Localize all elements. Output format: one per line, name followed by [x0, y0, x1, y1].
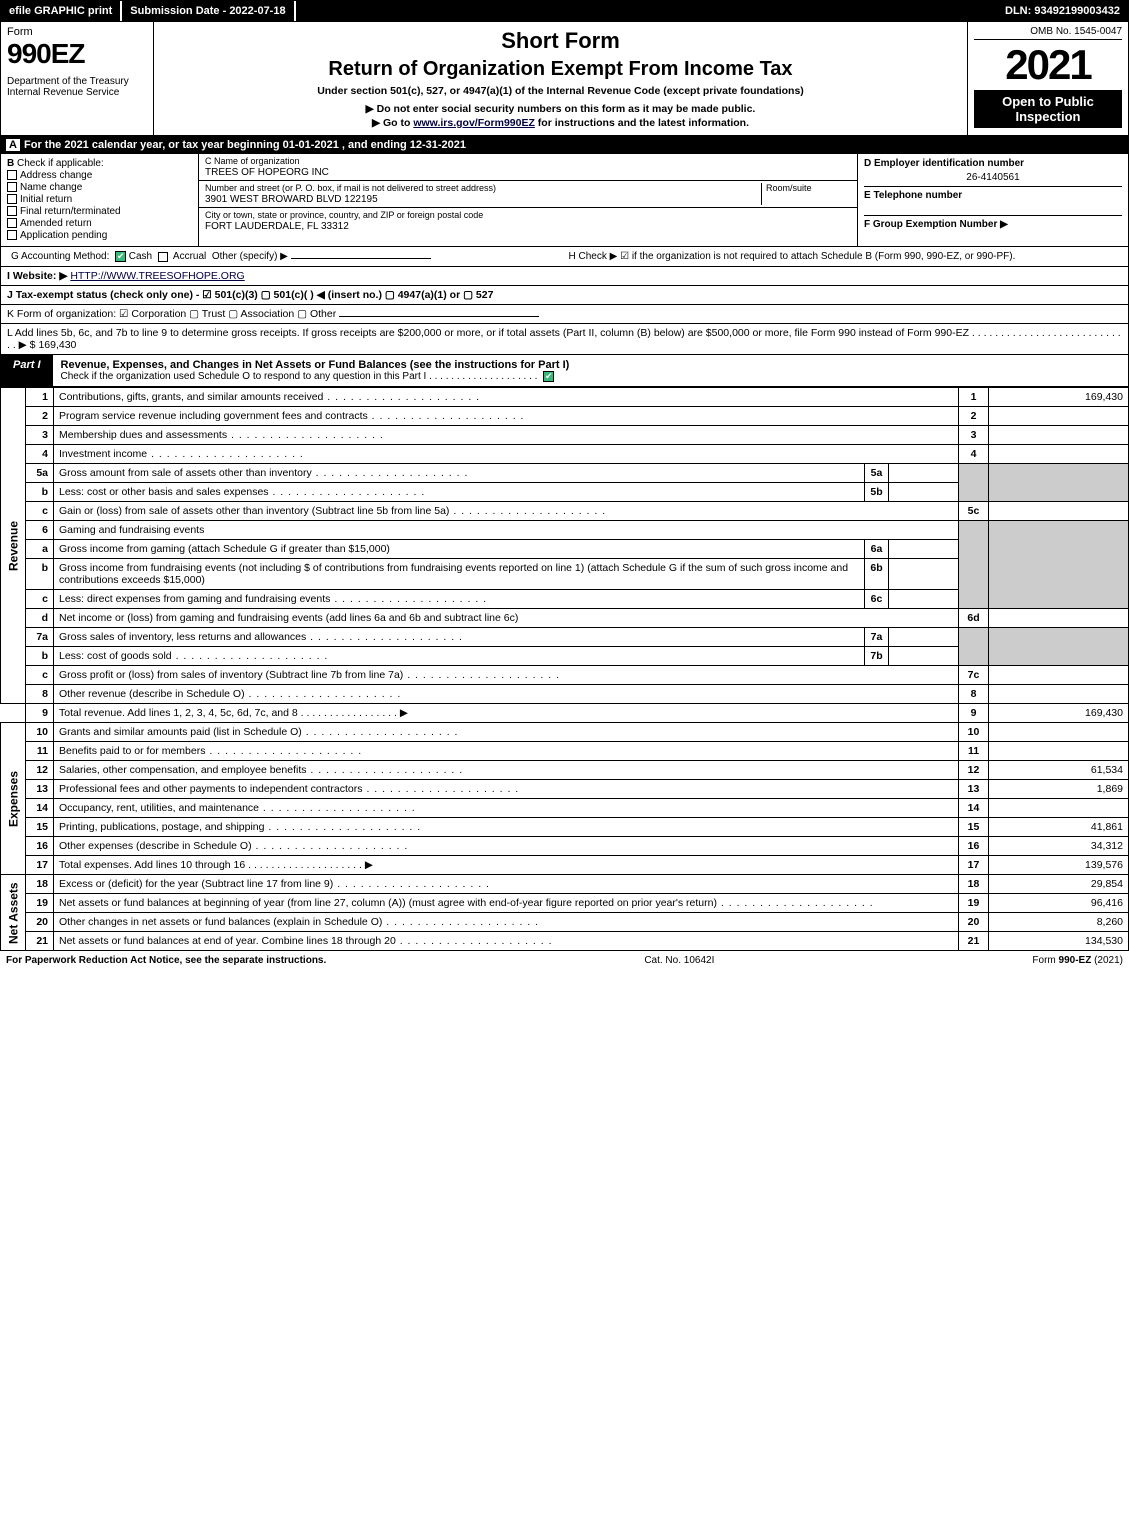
- chk-initial-return[interactable]: Initial return: [7, 194, 192, 205]
- checkbox-checked-icon[interactable]: [543, 371, 554, 382]
- line-15-amount: 41,861: [989, 818, 1129, 837]
- org-name-label: C Name of organization: [205, 156, 300, 166]
- checkbox-checked-icon[interactable]: [115, 251, 126, 262]
- j-text: J Tax-exempt status (check only one) - ☑…: [7, 289, 493, 301]
- city-block: City or town, state or province, country…: [199, 208, 857, 234]
- checkbox-icon: [7, 230, 17, 240]
- right-header-block: OMB No. 1545-0047 2021 Open to Public In…: [968, 22, 1128, 135]
- ein-label: D Employer identification number: [864, 158, 1122, 169]
- form-id-block: Form 990EZ Department of the Treasury In…: [1, 22, 154, 135]
- checkbox-icon: [7, 182, 17, 192]
- top-bar: efile GRAPHIC print Submission Date - 20…: [0, 0, 1129, 22]
- part-i-header: Part I Revenue, Expenses, and Changes in…: [0, 355, 1129, 387]
- instruction-line-2: ▶ Go to www.irs.gov/Form990EZ for instru…: [160, 117, 961, 129]
- main-title: Return of Organization Exempt From Incom…: [160, 58, 961, 81]
- department-label: Department of the Treasury Internal Reve…: [7, 76, 147, 98]
- section-d-e-f: D Employer identification number 26-4140…: [858, 154, 1128, 246]
- form-header: Form 990EZ Department of the Treasury In…: [0, 22, 1129, 136]
- chk-amended-return[interactable]: Amended return: [7, 218, 192, 229]
- part-i-tab: Part I: [1, 355, 53, 386]
- form-number: 990EZ: [7, 38, 147, 70]
- line-21-amount: 134,530: [989, 932, 1129, 951]
- tax-year: 2021: [974, 44, 1122, 86]
- section-k: K Form of organization: ☑ Corporation ▢ …: [0, 305, 1129, 324]
- grey-cell: [959, 464, 989, 502]
- side-revenue: Revenue: [1, 388, 26, 704]
- line-17-total-expenses: 139,576: [989, 856, 1129, 875]
- l-amount: 169,430: [38, 339, 76, 351]
- checkbox-icon: [7, 170, 17, 180]
- footer-right: Form 990-EZ (2021): [1032, 955, 1123, 966]
- org-name-block: C Name of organization TREES OF HOPEORG …: [199, 154, 857, 181]
- l-text: L Add lines 5b, 6c, and 7b to line 9 to …: [7, 327, 1121, 351]
- row-a-letter: A: [6, 139, 20, 151]
- irs-link[interactable]: www.irs.gov/Form990EZ: [413, 117, 535, 129]
- section-j: J Tax-exempt status (check only one) - ☑…: [0, 286, 1129, 305]
- form-word: Form: [7, 26, 147, 38]
- line-12-amount: 61,534: [989, 761, 1129, 780]
- section-b-label: B: [7, 158, 17, 169]
- line2-pre: ▶ Go to: [372, 117, 413, 129]
- street-label: Number and street (or P. O. box, if mail…: [205, 183, 496, 193]
- line-1-amount: 169,430: [989, 388, 1129, 407]
- section-b: B Check if applicable: Address change Na…: [1, 154, 199, 246]
- instruction-line-1: ▶ Do not enter social security numbers o…: [160, 103, 961, 115]
- chk-final-return[interactable]: Final return/terminated: [7, 206, 192, 217]
- website-link[interactable]: HTTP://WWW.TREESOFHOPE.ORG: [70, 270, 244, 282]
- page-footer: For Paperwork Reduction Act Notice, see …: [0, 951, 1129, 970]
- telephone-label: E Telephone number: [864, 186, 1122, 201]
- submission-date: Submission Date - 2022-07-18: [122, 1, 295, 21]
- chk-address-change[interactable]: Address change: [7, 170, 192, 181]
- info-grid: B Check if applicable: Address change Na…: [0, 154, 1129, 247]
- checkbox-icon: [7, 218, 17, 228]
- dln: DLN: 93492199003432: [997, 1, 1128, 21]
- side-expenses: Expenses: [1, 723, 26, 875]
- section-b-sublabel: Check if applicable:: [17, 158, 104, 169]
- city-value: FORT LAUDERDALE, FL 33312: [205, 221, 349, 232]
- section-g-h: G Accounting Method: Cash Accrual Other …: [0, 247, 1129, 267]
- part-i-title: Revenue, Expenses, and Changes in Net As…: [53, 355, 1128, 386]
- footer-mid: Cat. No. 10642I: [644, 955, 714, 966]
- section-c: C Name of organization TREES OF HOPEORG …: [199, 154, 858, 246]
- row-a-text: For the 2021 calendar year, or tax year …: [24, 139, 466, 151]
- chk-name-change[interactable]: Name change: [7, 182, 192, 193]
- city-label: City or town, state or province, country…: [205, 210, 483, 220]
- lines-table: Revenue 1 Contributions, gifts, grants, …: [0, 387, 1129, 951]
- checkbox-icon: [7, 194, 17, 204]
- room-label: Room/suite: [766, 183, 812, 193]
- section-l: L Add lines 5b, 6c, and 7b to line 9 to …: [0, 324, 1129, 355]
- line-9-total-revenue: 169,430: [989, 704, 1129, 723]
- section-i: I Website: ▶ HTTP://WWW.TREESOFHOPE.ORG: [0, 267, 1129, 286]
- h-text: H Check ▶ ☑ if the organization is not r…: [569, 251, 1016, 262]
- line-16-amount: 34,312: [989, 837, 1129, 856]
- efile-label[interactable]: efile GRAPHIC print: [1, 1, 122, 21]
- org-name: TREES OF HOPEORG INC: [205, 167, 329, 178]
- subtitle: Under section 501(c), 527, or 4947(a)(1)…: [160, 85, 961, 97]
- section-g: G Accounting Method: Cash Accrual Other …: [7, 251, 565, 262]
- ein-value: 26-4140561: [864, 172, 1122, 183]
- line-13-amount: 1,869: [989, 780, 1129, 799]
- street-value: 3901 WEST BROWARD BLVD 122195: [205, 194, 378, 205]
- side-net-assets: Net Assets: [1, 875, 26, 951]
- open-to-public: Open to Public Inspection: [974, 90, 1122, 128]
- line-20-amount: 8,260: [989, 913, 1129, 932]
- footer-left: For Paperwork Reduction Act Notice, see …: [6, 955, 326, 966]
- g-label: G Accounting Method:: [11, 251, 109, 262]
- line2-post: for instructions and the latest informat…: [535, 117, 749, 129]
- line-19-amount: 96,416: [989, 894, 1129, 913]
- chk-application-pending[interactable]: Application pending: [7, 230, 192, 241]
- k-text: K Form of organization: ☑ Corporation ▢ …: [7, 308, 336, 320]
- group-exemption-label: F Group Exemption Number ▶: [864, 215, 1122, 230]
- i-label: I Website: ▶: [7, 270, 67, 282]
- checkbox-icon[interactable]: [158, 252, 168, 262]
- row-a: A For the 2021 calendar year, or tax year…: [0, 136, 1129, 154]
- title-block: Short Form Return of Organization Exempt…: [154, 22, 968, 135]
- omb-number: OMB No. 1545-0047: [974, 26, 1122, 40]
- short-form-title: Short Form: [160, 28, 961, 54]
- checkbox-icon: [7, 206, 17, 216]
- line-18-amount: 29,854: [989, 875, 1129, 894]
- street-block: Number and street (or P. O. box, if mail…: [199, 181, 857, 208]
- topbar-gap: [296, 1, 997, 21]
- section-h: H Check ▶ ☑ if the organization is not r…: [565, 251, 1123, 262]
